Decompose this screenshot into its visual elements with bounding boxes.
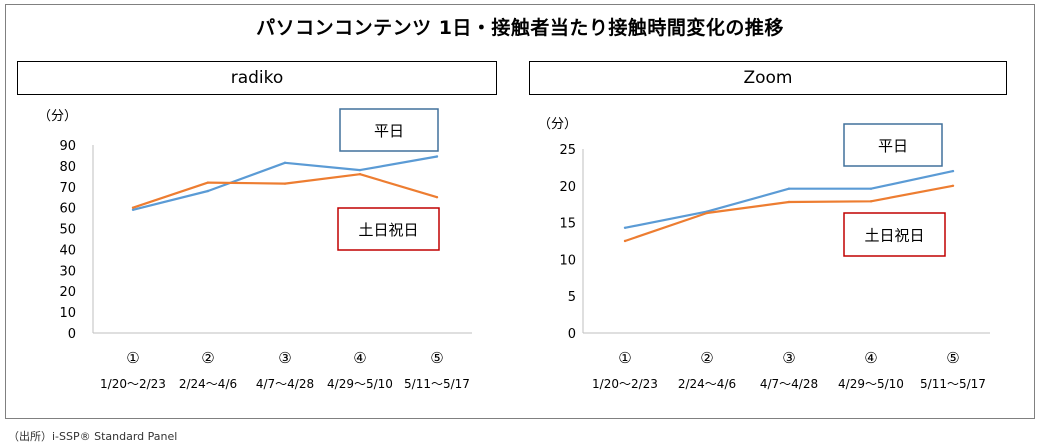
y-tick-label: 25 [559,143,576,158]
data-point [435,155,439,158]
data-point [206,189,210,193]
legend-label-holiday: 土日祝日 [358,221,418,239]
data-point [435,196,439,199]
data-point [623,226,627,229]
y-tick-label: 60 [59,202,76,217]
x-period-label: 5/11～5/17 [404,377,470,391]
x-period-label: 5/11～5/17 [920,377,986,391]
data-point [705,211,709,215]
unit-label-radiko: （分） [38,109,78,124]
data-point [787,200,791,204]
x-period-label: 4/29～5/10 [838,377,904,391]
chart-title-radiko: radiko [17,61,497,95]
unit-label-zoom: （分） [538,117,578,132]
legend-label-weekday: 平日 [878,137,908,155]
data-point [283,161,287,164]
y-tick-label: 80 [59,160,76,175]
y-tick-label: 5 [568,290,576,305]
data-point [131,206,135,209]
y-tick-label: 90 [59,139,76,154]
page-title: パソコンコンテンツ 1日・接触者当たり接触時間変化の推移 [256,17,784,39]
x-category-label: ④ [353,349,366,367]
data-point [951,169,955,173]
x-category-label: ③ [278,349,291,367]
legend-label-weekday: 平日 [374,122,404,140]
x-category-label: ④ [864,349,877,367]
x-period-label: 4/29～5/10 [327,377,393,391]
x-category-label: ③ [782,349,795,367]
y-tick-label: 50 [59,223,76,238]
y-tick-label: 20 [59,285,76,300]
x-period-label: 4/7～4/28 [256,377,314,391]
data-point [787,187,791,190]
data-point [869,187,873,190]
data-point [951,184,955,187]
data-point [358,173,362,176]
x-category-label: ① [618,349,631,367]
x-category-label: ② [201,349,214,367]
data-point [283,182,287,185]
x-period-label: 2/24～4/6 [179,377,237,391]
y-tick-label: 10 [559,253,576,268]
chart-frame [5,4,1035,419]
x-category-label: ① [126,349,139,367]
y-tick-label: 10 [59,306,76,321]
legend-box-holiday [843,212,946,257]
y-tick-label: 30 [59,264,76,279]
x-category-label: ② [700,349,713,367]
data-point [206,181,210,184]
x-period-label: 1/20～2/23 [100,377,166,391]
y-tick-label: 70 [59,181,76,196]
data-point [869,200,873,203]
y-tick-label: 40 [59,243,76,258]
x-period-label: 1/20～2/23 [592,377,658,391]
series-line-holiday [132,173,438,209]
legend-label-holiday: 土日祝日 [864,227,924,245]
data-point [358,168,362,172]
legend-box-weekday [843,123,943,167]
y-tick-label: 0 [568,327,576,342]
x-category-label: ⑤ [430,349,443,367]
x-period-label: 2/24～4/6 [678,377,736,391]
y-tick-label: 0 [68,327,76,342]
x-period-label: 4/7～4/28 [760,377,818,391]
y-tick-label: 15 [559,217,576,232]
legend-box-holiday [337,207,440,251]
x-category-label: ⑤ [946,349,959,367]
chart-title-zoom: Zoom [529,61,1007,95]
source-note: （出所）i-SSP® Standard Panel [8,430,178,443]
legend-box-weekday [339,108,439,152]
data-point [131,208,135,211]
y-tick-label: 20 [559,180,576,195]
data-point [623,239,627,243]
